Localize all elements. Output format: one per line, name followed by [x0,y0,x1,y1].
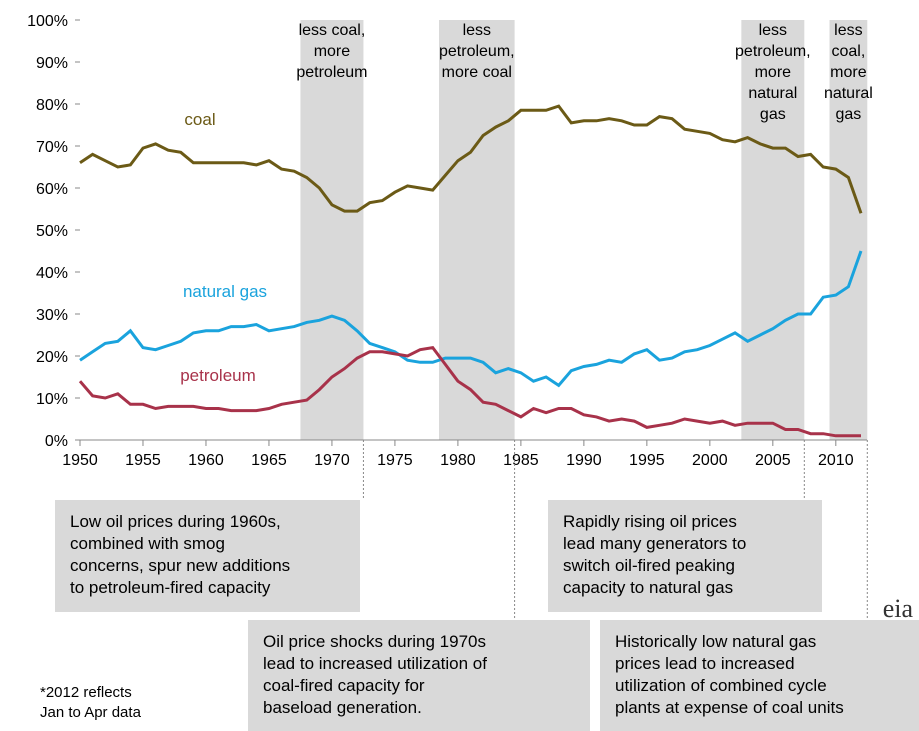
x-tick-label: 1980 [440,452,476,469]
period-label: gas [760,106,786,123]
annotation-text: concerns, spur new additions [70,556,290,575]
y-tick-label: 30% [36,307,68,324]
series-label: petroleum [180,366,256,385]
annotation-text: prices lead to increased [615,654,795,673]
annotation-text: plants at expense of coal units [615,698,844,717]
series-label: coal [184,110,215,129]
period-label: more coal [442,64,512,81]
annotation-text: to petroleum-fired capacity [70,578,271,597]
x-tick-label: 1985 [503,452,539,469]
shaded-period [439,20,515,440]
shaded-period [300,20,364,440]
period-label: more [755,64,792,81]
annotation-box [600,620,919,731]
period-label: less [834,22,862,39]
annotation-box [548,500,822,612]
x-tick-label: 1960 [188,452,224,469]
x-tick-label: 1965 [251,452,287,469]
y-tick-label: 70% [36,139,68,156]
period-label: petroleum [296,64,367,81]
series-label: natural gas [183,282,267,301]
period-label: less coal, [299,22,366,39]
annotation-text: baseload generation. [263,698,422,717]
y-tick-label: 100% [27,13,68,30]
annotation-text: coal-fired capacity for [263,676,425,695]
annotation-text: lead to increased utilization of [263,654,487,673]
period-label: more [830,64,867,81]
x-tick-label: 1970 [314,452,350,469]
x-tick-label: 1990 [566,452,602,469]
x-tick-label: 2000 [692,452,728,469]
shaded-period [741,20,805,440]
period-label: less [759,22,787,39]
annotation-text: switch oil-fired peaking [563,556,735,575]
period-label: natural [824,85,873,102]
x-tick-label: 1975 [377,452,413,469]
annotation-text: Historically low natural gas [615,632,816,651]
y-tick-label: 80% [36,97,68,114]
period-label: more [314,43,351,60]
series-line [79,250,863,388]
period-label: natural [748,85,797,102]
period-label: less [463,22,491,39]
y-tick-label: 20% [36,349,68,366]
y-tick-label: 90% [36,55,68,72]
annotation-text: Rapidly rising oil prices [563,512,737,531]
period-label: petroleum, [735,43,811,60]
annotation-text: utilization of combined cycle [615,676,827,695]
annotation-box [248,620,590,731]
y-tick-label: 60% [36,181,68,198]
annotation-text: lead many generators to [563,534,746,553]
annotation-text: combined with smog [70,534,225,553]
x-tick-label: 2010 [818,452,854,469]
footnote: Jan to Apr data [40,704,142,721]
y-tick-label: 40% [36,265,68,282]
y-tick-label: 0% [45,433,68,450]
x-tick-label: 2005 [755,452,791,469]
annotation-text: Oil price shocks during 1970s [263,632,486,651]
x-tick-label: 1950 [62,452,98,469]
series-line [78,345,861,438]
footnote: *2012 reflects [40,684,132,701]
series-line [79,104,863,214]
annotation-text: Low oil prices during 1960s, [70,512,281,531]
period-label: petroleum, [439,43,515,60]
x-tick-label: 1955 [125,452,161,469]
y-tick-label: 50% [36,223,68,240]
x-tick-label: 1995 [629,452,665,469]
y-tick-label: 10% [36,391,68,408]
period-label: gas [836,106,862,123]
logo: eia [883,594,914,623]
period-label: coal, [832,43,866,60]
shaded-period [829,20,868,440]
annotation-text: capacity to natural gas [563,578,733,597]
annotation-box [55,500,360,612]
